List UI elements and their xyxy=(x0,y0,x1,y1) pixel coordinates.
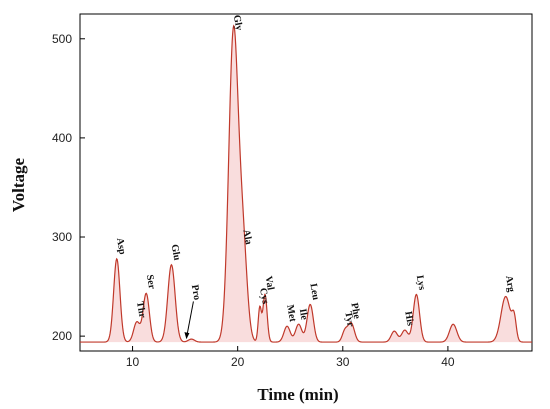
y-tick-label: 200 xyxy=(52,329,72,343)
peak-label-phe: Phe xyxy=(348,302,362,320)
peak-label-his: His xyxy=(402,311,415,327)
signal-line xyxy=(80,24,532,343)
peak-label-arg: Arg xyxy=(503,275,517,293)
peak-label-leu: Leu xyxy=(307,283,321,302)
peak-label-lys: Lys xyxy=(414,274,427,291)
y-axis-ticks: 200 300 400 500 xyxy=(52,32,85,343)
y-axis-title: Voltage xyxy=(9,157,28,212)
x-tick-label: 30 xyxy=(336,355,350,369)
pro-arrow-head xyxy=(184,332,190,340)
peak-label-asp: Asp xyxy=(114,237,128,256)
x-axis-title: Time (min) xyxy=(257,385,338,404)
peak-label-tyr: Tyr xyxy=(342,311,356,329)
peak-label-pro: Pro xyxy=(189,284,203,301)
plot-frame xyxy=(79,13,533,352)
peak-label-cys: Cys xyxy=(257,287,271,305)
x-tick-label: 20 xyxy=(231,355,245,369)
pro-arrow xyxy=(185,301,194,339)
peak-label-gly: Gly xyxy=(231,14,245,31)
peak-label-glu: Glu xyxy=(169,243,183,261)
signal-fill xyxy=(80,25,532,343)
peak-label-val: Val xyxy=(263,275,276,291)
y-tick-label: 300 xyxy=(52,230,72,244)
x-tick-label: 40 xyxy=(441,355,455,369)
peak-label-met: Met xyxy=(284,304,298,324)
peak-label-ser: Ser xyxy=(144,274,157,291)
x-axis-ticks: 10 20 30 40 xyxy=(126,346,455,369)
peak-label-ala: Ala xyxy=(240,229,253,246)
y-tick-label: 500 xyxy=(52,32,72,46)
x-tick-label: 10 xyxy=(126,355,140,369)
peak-label-thr: Thr xyxy=(134,300,148,319)
y-tick-label: 400 xyxy=(52,131,72,145)
peak-label-ile: Ile xyxy=(297,308,310,321)
